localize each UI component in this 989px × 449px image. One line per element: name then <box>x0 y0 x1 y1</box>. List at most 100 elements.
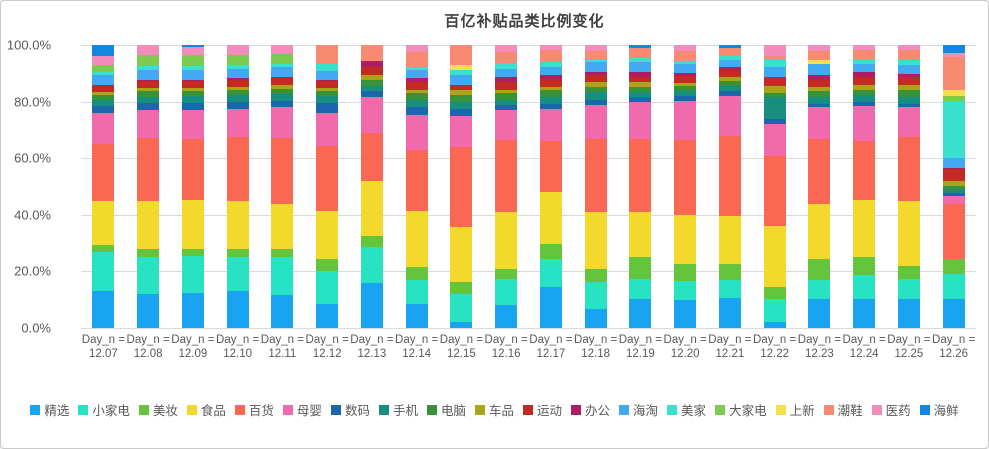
bar-segment-百货[interactable] <box>495 140 518 213</box>
bar-segment-食品[interactable] <box>181 199 204 250</box>
bar-segment-医药[interactable] <box>674 45 697 51</box>
bar-segment-医药[interactable] <box>181 46 204 55</box>
bar-segment-美妆[interactable] <box>271 248 294 258</box>
bar-segment-数码[interactable] <box>360 90 383 98</box>
bar-segment-海淘[interactable] <box>495 68 518 77</box>
bar-segment-数码[interactable] <box>539 103 562 109</box>
bar-segment-美妆[interactable] <box>674 264 697 282</box>
bar-segment-海淘[interactable] <box>539 67 562 76</box>
bar-segment-小家电[interactable] <box>360 247 383 283</box>
bar-segment-车品[interactable] <box>718 77 741 81</box>
bar-segment-美妆[interactable] <box>450 282 473 294</box>
bar-segment-上新[interactable] <box>942 89 965 96</box>
bar-segment-母婴[interactable] <box>539 109 562 141</box>
bar-segment-小家电[interactable] <box>584 282 607 309</box>
bar-segment-运动[interactable] <box>92 86 115 92</box>
legend-item-上新[interactable]: 上新 <box>775 400 815 419</box>
bar-segment-小家电[interactable] <box>137 257 160 295</box>
bar-segment-海淘[interactable] <box>763 67 786 78</box>
bar-segment-百货[interactable] <box>942 204 965 259</box>
legend-item-手机[interactable]: 手机 <box>378 400 418 419</box>
bar-segment-美家[interactable] <box>897 60 920 66</box>
bar-segment-美家[interactable] <box>316 64 339 72</box>
bar-segment-食品[interactable] <box>316 210 339 259</box>
bar-segment-潮鞋[interactable] <box>360 45 383 61</box>
bar-segment-电脑[interactable] <box>763 92 786 97</box>
bar-segment-车品[interactable] <box>226 86 249 91</box>
stacked-bar-12.11[interactable] <box>271 45 294 328</box>
legend-item-办公[interactable]: 办公 <box>571 400 610 419</box>
bar-segment-母婴[interactable] <box>942 196 965 205</box>
legend-item-海鲜[interactable]: 海鲜 <box>919 400 959 419</box>
bar-segment-海淘[interactable] <box>450 75 473 85</box>
bar-segment-车品[interactable] <box>181 87 204 92</box>
bar-segment-医药[interactable] <box>226 45 249 56</box>
bar-segment-百货[interactable] <box>450 147 473 228</box>
bar-segment-办公[interactable] <box>808 75 831 81</box>
bar-segment-美妆[interactable] <box>763 287 786 299</box>
bar-segment-美妆[interactable] <box>495 268 518 279</box>
bar-segment-百货[interactable] <box>674 139 697 215</box>
bar-segment-医药[interactable] <box>584 45 607 51</box>
bar-segment-百货[interactable] <box>271 138 294 204</box>
bar-segment-车品[interactable] <box>629 81 652 87</box>
bar-segment-精选[interactable] <box>629 298 652 328</box>
stacked-bar-12.10[interactable] <box>226 45 249 328</box>
bar-segment-潮鞋[interactable] <box>674 50 697 61</box>
bar-segment-运动[interactable] <box>495 81 518 91</box>
bar-segment-手机[interactable] <box>92 100 115 106</box>
bar-segment-办公[interactable] <box>271 77 294 79</box>
bar-segment-运动[interactable] <box>853 77 876 86</box>
bar-segment-电脑[interactable] <box>718 80 741 86</box>
bar-segment-数码[interactable] <box>763 119 786 125</box>
bar-segment-大家电[interactable] <box>226 55 249 65</box>
bar-segment-车品[interactable] <box>897 85 920 91</box>
bar-segment-数码[interactable] <box>584 100 607 106</box>
legend-item-小家电[interactable]: 小家电 <box>78 400 130 419</box>
bar-segment-数码[interactable] <box>226 101 249 109</box>
bar-segment-精选[interactable] <box>495 305 518 328</box>
stacked-bar-12.23[interactable] <box>808 45 831 328</box>
bar-segment-运动[interactable] <box>450 84 473 91</box>
bar-segment-小家电[interactable] <box>718 279 741 299</box>
stacked-bar-12.24[interactable] <box>853 45 876 328</box>
bar-segment-美妆[interactable] <box>137 248 160 258</box>
bar-segment-数码[interactable] <box>450 108 473 116</box>
bar-segment-潮鞋[interactable] <box>629 48 652 59</box>
bar-segment-数码[interactable] <box>674 96 697 102</box>
bar-segment-办公[interactable] <box>539 75 562 79</box>
bar-segment-车品[interactable] <box>674 82 697 87</box>
bar-segment-车品[interactable] <box>450 90 473 96</box>
bar-segment-小家电[interactable] <box>316 271 339 304</box>
bar-segment-精选[interactable] <box>763 322 786 328</box>
bar-segment-手机[interactable] <box>897 97 920 104</box>
bar-segment-手机[interactable] <box>226 95 249 102</box>
bar-segment-电脑[interactable] <box>450 95 473 102</box>
bar-segment-办公[interactable] <box>405 78 428 82</box>
bar-segment-百货[interactable] <box>808 139 831 205</box>
bar-segment-车品[interactable] <box>539 86 562 91</box>
bar-segment-电脑[interactable] <box>584 86 607 93</box>
bar-segment-美家[interactable] <box>92 71 115 75</box>
bar-segment-潮鞋[interactable] <box>584 50 607 59</box>
bar-segment-母婴[interactable] <box>718 95 741 136</box>
stacked-bar-12.17[interactable] <box>539 45 562 328</box>
bar-segment-数码[interactable] <box>942 192 965 197</box>
bar-segment-百货[interactable] <box>584 138 607 213</box>
bar-segment-数码[interactable] <box>405 106 428 115</box>
bar-segment-电脑[interactable] <box>808 90 831 98</box>
bar-segment-车品[interactable] <box>316 87 339 91</box>
stacked-bar-12.14[interactable] <box>405 45 428 328</box>
bar-segment-车品[interactable] <box>405 89 428 94</box>
stacked-bar-12.13[interactable] <box>360 45 383 328</box>
bar-segment-电脑[interactable] <box>897 90 920 98</box>
bar-segment-小家电[interactable] <box>763 298 786 323</box>
bar-segment-运动[interactable] <box>584 75 607 82</box>
bar-segment-办公[interactable] <box>495 76 518 82</box>
bar-segment-海淘[interactable] <box>942 157 965 168</box>
bar-segment-母婴[interactable] <box>405 114 428 151</box>
bar-segment-美妆[interactable] <box>181 249 204 257</box>
bar-segment-小家电[interactable] <box>226 257 249 292</box>
bar-segment-手机[interactable] <box>360 85 383 91</box>
bar-segment-精选[interactable] <box>942 298 965 328</box>
